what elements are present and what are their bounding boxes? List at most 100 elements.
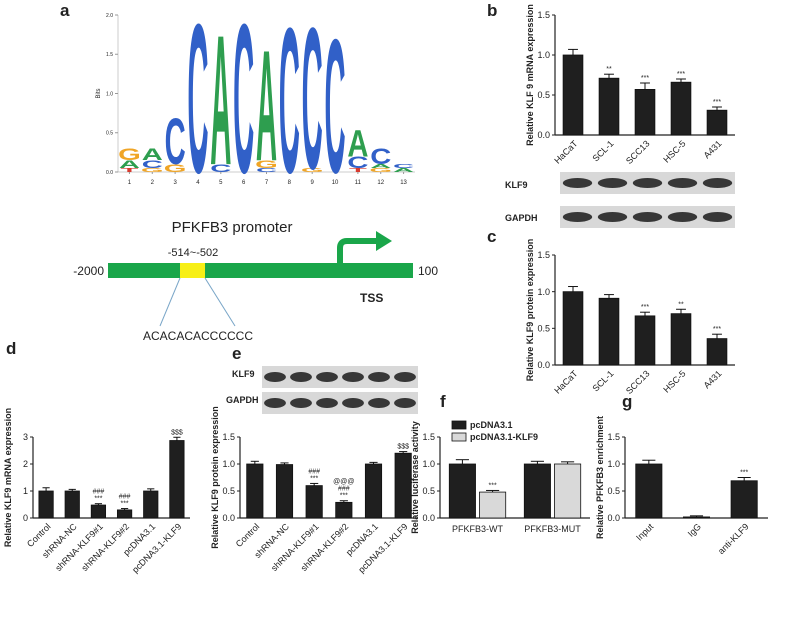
significance-label: ###: [308, 468, 320, 475]
x-tick-label: pcDNA3.1-KLF9: [130, 521, 183, 574]
y-tick-label: 1.0: [607, 459, 620, 469]
x-tick-label: SCC13: [624, 138, 652, 166]
y-axis-label: Relative KLF9 protein expression: [525, 239, 535, 382]
blot-band: [290, 372, 312, 382]
blot-label: KLF9: [232, 369, 255, 379]
bar: [635, 463, 663, 519]
x-tick-label: HaCaT: [552, 368, 580, 396]
x-tick-label: PFKFB3-MUT: [524, 524, 581, 534]
blot-band: [702, 212, 733, 222]
logo-letter: G: [255, 158, 278, 170]
y-tick-label: 2.0: [106, 13, 113, 19]
logo-letter: A: [256, 18, 277, 195]
y-tick-label: 0.5: [607, 486, 620, 496]
significance-label: **: [606, 66, 612, 73]
x-tick-label: anti-KLF9: [716, 521, 751, 556]
logo-letter: A: [210, 0, 231, 205]
significance-label: ***: [641, 75, 649, 82]
blot-band: [702, 178, 733, 188]
blot-band: [342, 398, 364, 408]
significance-label: **: [678, 301, 684, 308]
x-tick-label: A431: [702, 138, 724, 160]
y-axis-label: Relative KLF9 mRNA expression: [3, 408, 13, 547]
bar: [730, 480, 758, 519]
x-tick-label: 12: [377, 180, 384, 186]
blot-band: [316, 398, 338, 408]
blot-band: [667, 178, 698, 188]
bar: [598, 77, 620, 136]
legend-swatch: [451, 432, 467, 442]
y-tick-label: 0.0: [607, 513, 620, 523]
x-tick-label: SCL-1: [590, 138, 615, 163]
callout-line: [159, 277, 181, 327]
bar: [554, 463, 582, 519]
x-tick-label: HSC-5: [661, 138, 687, 164]
y-tick-label: 1.0: [222, 459, 235, 469]
y-tick-label: 0: [23, 513, 28, 523]
significance-label: @@@: [333, 479, 354, 486]
panel-letter: c: [487, 227, 496, 246]
significance-label: $$$: [397, 444, 409, 451]
logo-letter: C: [302, 0, 323, 211]
y-tick-label: 1.5: [607, 432, 620, 442]
bar: [275, 464, 294, 519]
y-tick-label: 2: [23, 459, 28, 469]
blot-band: [597, 178, 628, 188]
logo-letter: G: [369, 167, 392, 173]
logo-letter: C: [210, 162, 231, 174]
logo-letter: C: [256, 167, 277, 173]
logo-letter: A: [393, 167, 414, 173]
site-label: -514~-502: [168, 247, 218, 259]
significance-label: ###: [338, 486, 350, 493]
y-tick-label: 1.0: [537, 50, 550, 60]
bar: [64, 490, 80, 519]
tss-label: TSS: [360, 291, 383, 305]
bar: [90, 504, 107, 519]
blot-band: [368, 398, 390, 408]
bar: [682, 516, 711, 519]
panel-letter: d: [6, 339, 16, 358]
diagram-title: PFKFB3 promoter: [172, 219, 293, 236]
panel-letter: b: [487, 1, 497, 20]
significance-label: $$$: [171, 429, 183, 436]
promoter-bar: [108, 263, 413, 278]
y-tick-label: 1.5: [537, 10, 550, 20]
logo-letter: A: [347, 123, 368, 166]
blot-band: [342, 372, 364, 382]
x-tick-label: Control: [234, 521, 262, 549]
y-tick-label: 0.5: [537, 323, 550, 333]
y-tick-label: 1.0: [106, 91, 113, 97]
start-label: -2000: [73, 264, 104, 278]
bar: [305, 485, 323, 519]
logo-letter: C: [187, 0, 208, 218]
significance-label: ***: [489, 482, 497, 489]
blot-band: [394, 372, 416, 382]
panel-letter: f: [440, 392, 446, 411]
x-tick-label: 8: [288, 180, 292, 186]
logo-letter: A: [370, 163, 391, 169]
logo-letter: C: [165, 105, 186, 179]
panel-letter: e: [232, 344, 241, 363]
logo-letter: A: [142, 146, 163, 164]
blot-background: [262, 392, 418, 414]
legend-swatch: [451, 420, 467, 430]
y-tick-label: 1.5: [106, 52, 113, 58]
logo-letter: C: [279, 0, 300, 217]
bar: [523, 463, 551, 519]
callout-line: [204, 277, 236, 327]
y-tick-label: 1.0: [422, 459, 435, 469]
y-tick-label: 0.5: [106, 131, 113, 137]
blot-band: [632, 212, 663, 222]
logo-letter: C: [233, 0, 254, 218]
x-tick-label: IgG: [686, 521, 703, 538]
y-tick-label: 0.0: [106, 170, 113, 176]
binding-site: [180, 263, 205, 278]
bar: [38, 490, 54, 519]
x-tick-label: 4: [196, 180, 200, 186]
blot-background: [262, 366, 418, 388]
significance-label: ***: [677, 71, 685, 78]
legend-label: pcDNA3.1: [470, 420, 513, 430]
significance-label: ***: [310, 475, 318, 482]
blot-band: [562, 178, 593, 188]
